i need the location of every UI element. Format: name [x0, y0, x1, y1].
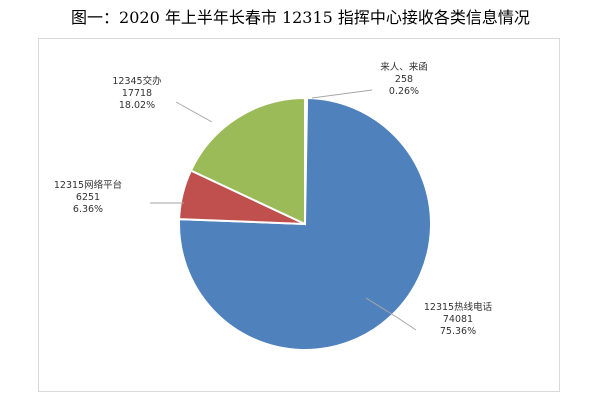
slice-name-label: 来人、来函: [380, 62, 428, 73]
slice-name-label: 12315热线电话: [424, 301, 493, 313]
pie-slices: [178, 93, 432, 351]
leader-line: [311, 89, 373, 99]
leader-line: [365, 297, 417, 331]
slice-value-label: 258: [395, 74, 413, 85]
leader-line: [175, 101, 213, 123]
slice-name-label: 12315网络平台: [54, 179, 122, 191]
slice-percent-label: 0.26%: [389, 86, 419, 97]
slice-percent-label: 18.02%: [119, 100, 155, 111]
slice-percent-label: 6.36%: [73, 204, 103, 215]
chart-title: 图一：2020 年上半年长春市 12315 指挥中心接收各类信息情况: [71, 8, 530, 27]
slice-value-label: 17718: [122, 88, 152, 99]
pie-slice: [189, 96, 306, 226]
leader-lines: [150, 89, 417, 331]
slice-value-label: 74081: [443, 314, 473, 325]
slice-percent-label: 75.36%: [440, 326, 476, 337]
slice-name-label: 12345交办: [112, 75, 162, 87]
slice-value-label: 6251: [76, 192, 100, 203]
